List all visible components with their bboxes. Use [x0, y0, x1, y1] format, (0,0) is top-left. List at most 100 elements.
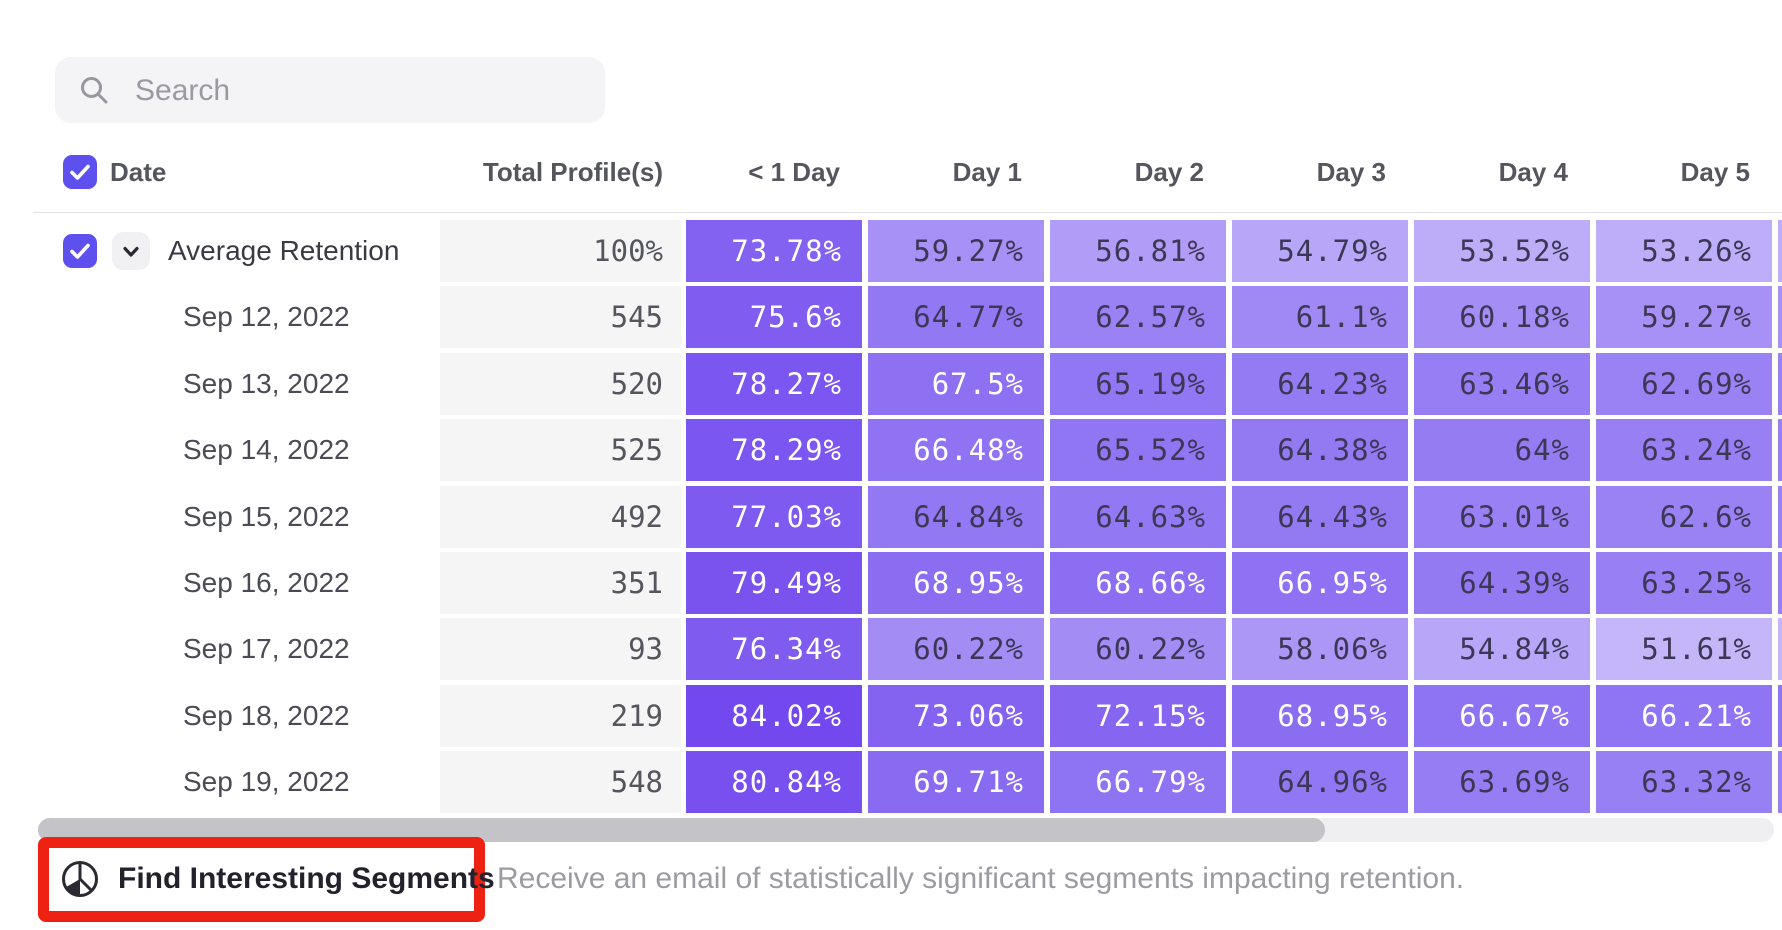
clipped-next-column-sliver: [1778, 486, 1782, 548]
retention-value-cell: 62.69%: [1596, 353, 1772, 415]
table-row: Sep 13, 2022 520 78.27% 67.5% 65.19% 64.23% 63…: [0, 353, 1782, 415]
search-input[interactable]: [133, 57, 587, 125]
table-row: Sep 12, 2022 545 75.6% 64.77% 62.57% 61.1% 60.…: [0, 286, 1782, 348]
retention-value-cell: 64.63%: [1050, 486, 1226, 548]
retention-value-cell: 66.48%: [868, 419, 1044, 481]
total-profiles-cell: 93: [440, 618, 681, 680]
retention-value-cell: 60.22%: [868, 618, 1044, 680]
total-profiles-cell: 548: [440, 751, 681, 813]
retention-value-cell: 73.06%: [868, 685, 1044, 747]
find-interesting-segments-label: Find Interesting Segments: [118, 862, 495, 895]
table-row: Sep 19, 2022 548 80.84% 69.71% 66.79% 64.96% 6…: [0, 751, 1782, 813]
retention-value-cell: 56.81%: [1050, 220, 1226, 282]
retention-value-cell: 68.66%: [1050, 552, 1226, 614]
retention-value-cell: 60.18%: [1414, 286, 1590, 348]
select-all-checkbox[interactable]: [63, 155, 97, 189]
row-label: Sep 17, 2022: [183, 633, 350, 664]
retention-value-cell: 72.15%: [1050, 685, 1226, 747]
retention-value-cell: 64%: [1414, 419, 1590, 481]
total-profiles-cell: 492: [440, 486, 681, 548]
find-interesting-segments-button[interactable]: Find Interesting Segments: [60, 846, 495, 912]
retention-value-cell: 63.25%: [1596, 552, 1772, 614]
retention-value-cell: 73.78%: [686, 220, 862, 282]
retention-value-cell: 64.77%: [868, 286, 1044, 348]
column-header-day-2: Day 2: [1134, 157, 1204, 187]
checkmark-icon: [70, 243, 90, 259]
retention-value-cell: 63.24%: [1596, 419, 1772, 481]
retention-value-cell: 64.96%: [1232, 751, 1408, 813]
retention-value-cell: 66.79%: [1050, 751, 1226, 813]
column-header-day-3: Day 3: [1316, 157, 1386, 187]
clipped-next-column-sliver: [1778, 220, 1782, 282]
table-row: Sep 16, 2022 351 79.49% 68.95% 68.66% 66.95% 6…: [0, 552, 1782, 614]
row-label: Sep 12, 2022: [183, 301, 350, 332]
retention-value-cell: 68.95%: [1232, 685, 1408, 747]
row-label: Sep 19, 2022: [183, 766, 350, 797]
row-label: Sep 16, 2022: [183, 567, 350, 598]
column-header-day-5: Day 5: [1680, 157, 1750, 187]
table-row: Average Retention 100% 73.78% 59.27% 56.81% 5…: [0, 220, 1782, 282]
total-profiles-cell: 351: [440, 552, 681, 614]
retention-value-cell: 76.34%: [686, 618, 862, 680]
search-icon: [81, 77, 108, 104]
retention-value-cell: 64.23%: [1232, 353, 1408, 415]
checkmark-icon: [70, 164, 90, 180]
red-highlight-annotation: [38, 837, 485, 922]
clipped-next-column-sliver: [1778, 286, 1782, 348]
column-header-day-4: Day 4: [1498, 157, 1568, 187]
retention-value-cell: 79.49%: [686, 552, 862, 614]
clipped-next-column-sliver: [1778, 353, 1782, 415]
total-profiles-cell: 219: [440, 685, 681, 747]
clipped-next-column-sliver: [1778, 685, 1782, 747]
retention-value-cell: 63.69%: [1414, 751, 1590, 813]
total-profiles-cell: 525: [440, 419, 681, 481]
row-checkbox[interactable]: [63, 234, 97, 268]
chevron-down-icon: [123, 246, 139, 257]
table-row: Sep 14, 2022 525 78.29% 66.48% 65.52% 64.38% 6…: [0, 419, 1782, 481]
retention-value-cell: 63.01%: [1414, 486, 1590, 548]
retention-value-cell: 54.84%: [1414, 618, 1590, 680]
retention-value-cell: 64.84%: [868, 486, 1044, 548]
retention-value-cell: 58.06%: [1232, 618, 1408, 680]
clipped-next-column-sliver: [1778, 618, 1782, 680]
clipped-next-column-sliver: [1778, 751, 1782, 813]
table-row: Sep 18, 2022 219 84.02% 73.06% 72.15% 68.95% 6…: [0, 685, 1782, 747]
row-label: Sep 14, 2022: [183, 434, 350, 465]
retention-value-cell: 64.39%: [1414, 552, 1590, 614]
retention-value-cell: 65.52%: [1050, 419, 1226, 481]
retention-value-cell: 64.43%: [1232, 486, 1408, 548]
retention-value-cell: 51.61%: [1596, 618, 1772, 680]
retention-value-cell: 77.03%: [686, 486, 862, 548]
clipped-next-column-sliver: [1778, 419, 1782, 481]
table-row: Sep 17, 2022 93 76.34% 60.22% 60.22% 58.06% 54…: [0, 618, 1782, 680]
row-label: Sep 15, 2022: [183, 501, 350, 532]
retention-value-cell: 67.5%: [868, 353, 1044, 415]
retention-value-cell: 80.84%: [686, 751, 862, 813]
total-profiles-cell: 100%: [440, 220, 681, 282]
table-row: Sep 15, 2022 492 77.03% 64.84% 64.63% 64.43% 6…: [0, 486, 1782, 548]
retention-value-cell: 59.27%: [1596, 286, 1772, 348]
retention-value-cell: 53.26%: [1596, 220, 1772, 282]
retention-value-cell: 60.22%: [1050, 618, 1226, 680]
retention-value-cell: 78.27%: [686, 353, 862, 415]
interesting-segments-icon: [62, 861, 98, 897]
retention-value-cell: 65.19%: [1050, 353, 1226, 415]
row-label: Sep 18, 2022: [183, 700, 350, 731]
row-label: Sep 13, 2022: [183, 368, 350, 399]
retention-value-cell: 66.67%: [1414, 685, 1590, 747]
row-label: Average Retention: [168, 235, 400, 266]
retention-value-cell: 66.21%: [1596, 685, 1772, 747]
total-profiles-cell: 545: [440, 286, 681, 348]
retention-value-cell: 61.1%: [1232, 286, 1408, 348]
retention-value-cell: 63.46%: [1414, 353, 1590, 415]
retention-value-cell: 53.52%: [1414, 220, 1590, 282]
expand-collapse-button[interactable]: [112, 232, 150, 270]
column-header-date: Date: [110, 157, 167, 187]
column-header-day-1: Day 1: [952, 157, 1022, 187]
retention-value-cell: 75.6%: [686, 286, 862, 348]
total-profiles-cell: 520: [440, 353, 681, 415]
header-divider: [33, 212, 1782, 213]
retention-value-cell: 68.95%: [868, 552, 1044, 614]
retention-value-cell: 62.6%: [1596, 486, 1772, 548]
